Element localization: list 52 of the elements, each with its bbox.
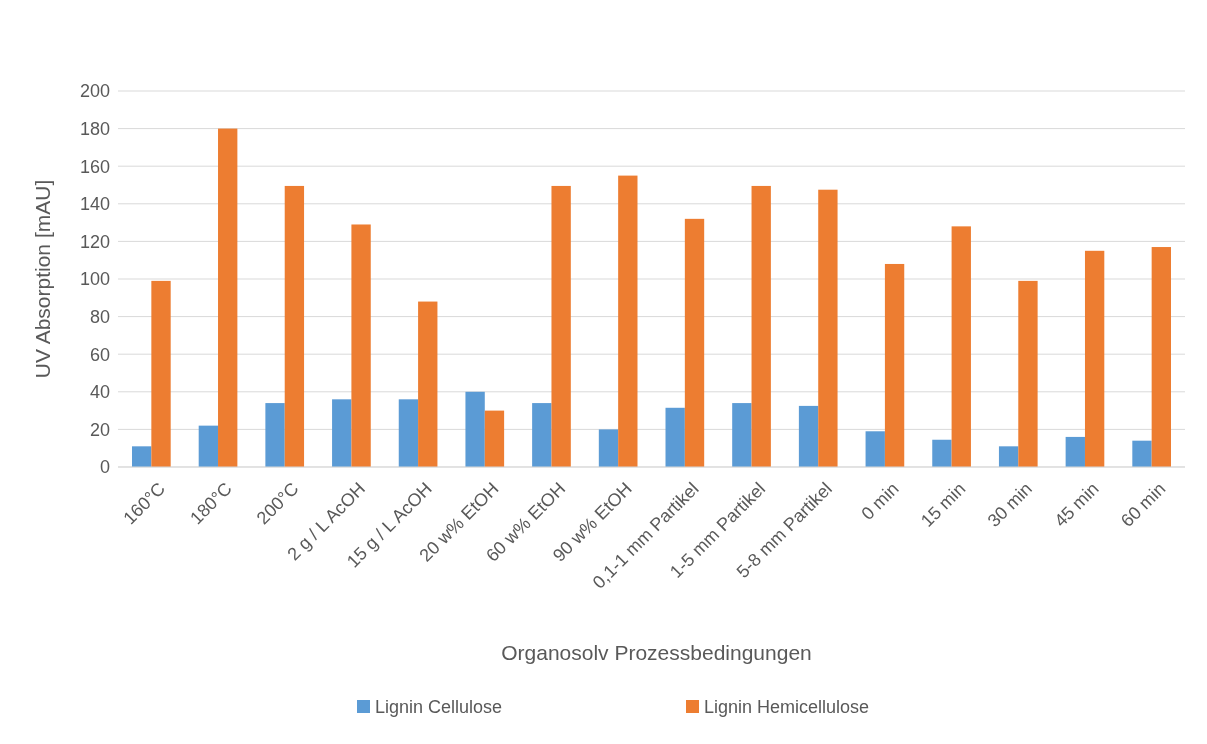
y-tick-label: 20	[89, 419, 110, 440]
bar	[1065, 436, 1085, 467]
y-tick-label: 120	[79, 231, 110, 252]
bar	[1132, 440, 1152, 467]
bar	[265, 403, 285, 467]
y-tick-label: 100	[79, 269, 110, 290]
bar	[865, 431, 885, 467]
y-tick-label: 140	[79, 194, 110, 215]
bar	[551, 185, 571, 467]
bar	[218, 128, 238, 467]
legend-label: Lignin Cellulose	[375, 697, 503, 718]
y-tick-label: 160	[79, 156, 110, 177]
x-tick-label: 15 min	[916, 478, 970, 531]
x-tick-label: 60 min	[1117, 478, 1170, 531]
legend-label: Lignin Hemicellulose	[704, 697, 870, 718]
bar	[798, 405, 819, 467]
bar	[884, 263, 905, 467]
y-tick-label: 40	[89, 382, 110, 403]
bar	[284, 185, 305, 467]
bar	[484, 410, 505, 467]
bar	[598, 429, 619, 467]
bar	[732, 403, 752, 467]
y-tick-label: 200	[79, 81, 110, 102]
y-tick-label: 0	[99, 457, 110, 478]
y-tick-label: 180	[79, 118, 110, 139]
bar	[532, 403, 552, 467]
bar	[951, 226, 971, 467]
bar	[332, 399, 352, 467]
x-tick-label: 45 min	[1050, 478, 1103, 531]
bar	[151, 280, 171, 467]
bar	[398, 399, 419, 467]
y-tick-label: 80	[89, 306, 110, 327]
bar	[198, 425, 219, 467]
bar	[818, 189, 838, 467]
bar	[618, 175, 638, 467]
bar	[1018, 280, 1038, 467]
bar	[418, 301, 438, 467]
bar	[932, 439, 952, 467]
bar	[1084, 250, 1105, 467]
bar	[132, 446, 152, 467]
x-tick-label: 0 min	[857, 478, 903, 524]
y-axis-title: UV Absorption [mAU]	[31, 179, 54, 379]
x-axis-title: Organosolv Prozessbedingungen	[501, 641, 812, 664]
bar	[465, 391, 485, 467]
y-tick-label: 60	[89, 344, 110, 365]
bar	[351, 224, 371, 467]
bar	[665, 407, 685, 467]
bar	[751, 185, 771, 467]
x-tick-label: 30 min	[983, 478, 1037, 531]
bar	[684, 218, 705, 467]
bar	[998, 446, 1019, 467]
bar	[1151, 247, 1171, 467]
